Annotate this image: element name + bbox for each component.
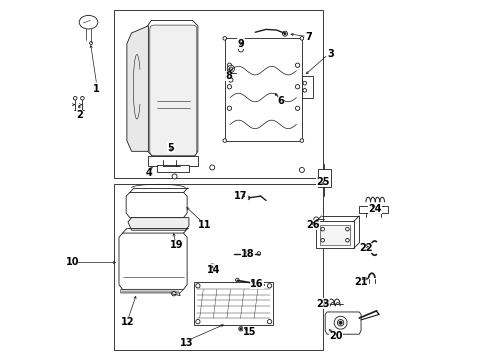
Text: 12: 12 [121, 317, 134, 327]
Circle shape [235, 278, 239, 282]
Circle shape [195, 319, 200, 324]
Text: 19: 19 [169, 239, 183, 249]
Polygon shape [128, 218, 188, 230]
Circle shape [257, 252, 260, 255]
Circle shape [284, 33, 285, 35]
Circle shape [227, 65, 234, 72]
Text: 2: 2 [76, 111, 83, 121]
Bar [224, 39, 301, 140]
Circle shape [209, 165, 214, 170]
Circle shape [171, 292, 176, 296]
Text: 5: 5 [167, 143, 174, 153]
Bar [317, 169, 330, 187]
Polygon shape [126, 26, 148, 151]
Circle shape [228, 67, 232, 71]
Circle shape [295, 106, 299, 111]
Polygon shape [126, 193, 187, 218]
Circle shape [282, 31, 287, 36]
Text: 7: 7 [305, 32, 312, 41]
Circle shape [210, 265, 213, 268]
Circle shape [81, 96, 84, 100]
Circle shape [238, 47, 243, 52]
Ellipse shape [79, 15, 98, 29]
Circle shape [172, 174, 177, 179]
Text: 26: 26 [305, 220, 319, 230]
Bar [316, 221, 353, 248]
Bar [359, 206, 387, 213]
Text: 3: 3 [326, 49, 333, 59]
Text: 10: 10 [65, 257, 79, 267]
Text: 6: 6 [276, 96, 283, 106]
Text: 20: 20 [328, 331, 342, 341]
Circle shape [337, 319, 343, 326]
Text: 25: 25 [316, 177, 329, 187]
Text: 1: 1 [93, 84, 100, 94]
Circle shape [239, 328, 242, 330]
Polygon shape [119, 233, 187, 289]
Polygon shape [121, 289, 183, 293]
Circle shape [345, 227, 348, 231]
Circle shape [246, 196, 249, 200]
Text: 22: 22 [359, 243, 372, 253]
Text: 13: 13 [180, 338, 193, 348]
Text: 4: 4 [146, 168, 153, 178]
Polygon shape [325, 312, 360, 334]
Text: 14: 14 [207, 265, 220, 275]
Polygon shape [147, 21, 198, 157]
Circle shape [267, 284, 271, 288]
Circle shape [299, 167, 304, 172]
Circle shape [223, 37, 226, 40]
Circle shape [73, 96, 77, 100]
Circle shape [300, 139, 303, 142]
Circle shape [89, 41, 92, 44]
Circle shape [295, 63, 299, 67]
Circle shape [295, 85, 299, 89]
Text: 11: 11 [198, 220, 211, 230]
Circle shape [267, 319, 271, 324]
Text: 17: 17 [234, 191, 247, 201]
Circle shape [228, 78, 233, 82]
Bar [194, 282, 273, 325]
Text: 16: 16 [250, 279, 263, 289]
Bar [113, 184, 323, 350]
Text: 15: 15 [243, 327, 256, 337]
Text: 24: 24 [368, 204, 381, 214]
Text: 23: 23 [316, 299, 329, 309]
Text: 8: 8 [224, 71, 231, 81]
FancyBboxPatch shape [149, 25, 196, 156]
Circle shape [227, 85, 231, 89]
Circle shape [333, 316, 346, 329]
Circle shape [320, 238, 324, 242]
Circle shape [238, 327, 243, 331]
Circle shape [209, 264, 215, 270]
Bar [319, 225, 349, 244]
Text: 21: 21 [354, 277, 367, 287]
Bar [301, 76, 312, 98]
Circle shape [320, 227, 324, 231]
Circle shape [223, 139, 226, 142]
Circle shape [339, 321, 341, 324]
Bar [113, 10, 323, 178]
Text: 18: 18 [241, 248, 254, 258]
Polygon shape [156, 165, 188, 172]
Text: 9: 9 [237, 39, 244, 49]
Circle shape [227, 106, 231, 111]
Polygon shape [147, 156, 198, 166]
Circle shape [303, 81, 306, 85]
Circle shape [195, 284, 200, 288]
Circle shape [227, 63, 231, 67]
Circle shape [313, 217, 318, 222]
Circle shape [345, 238, 348, 242]
Circle shape [303, 89, 306, 92]
Circle shape [300, 37, 303, 40]
